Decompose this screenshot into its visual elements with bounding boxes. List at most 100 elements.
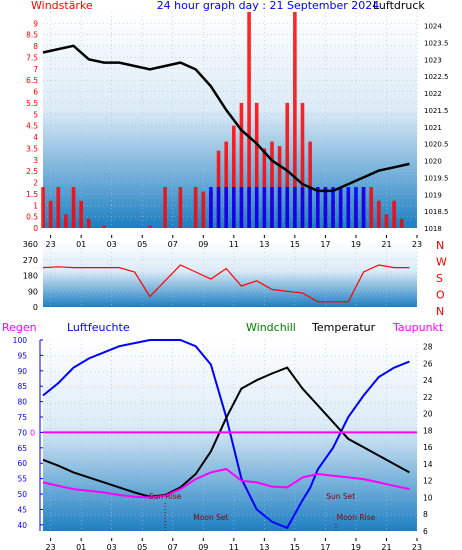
humidity-tick-label: 95 [17, 351, 27, 360]
wind-gust-bar [308, 187, 312, 228]
pressure-tick-label: 1018 [424, 225, 442, 233]
x-tick-label: 17 [320, 543, 330, 550]
temperatur-line [42, 366, 410, 498]
temperature-tick-label: 18 [423, 426, 433, 435]
wind-speed-bar [293, 12, 297, 228]
pressure-tick-label: 1021 [424, 124, 442, 132]
wind-tick-label: 0 [33, 224, 38, 233]
temperature-tick-label: 8 [423, 510, 428, 519]
wind-gust-bar [262, 187, 267, 228]
pressure-tick-label: 1019.5 [424, 174, 449, 182]
astro-annotation: Sun Rise [149, 492, 182, 501]
wind-gust-bar [338, 187, 343, 228]
wind-speed-bar [247, 12, 251, 228]
wind-tick-label: 0.5 [26, 213, 38, 222]
astro-annotation: Sun Set [326, 492, 355, 501]
x-tick-label: 23 [412, 240, 422, 249]
chart-marks [41, 12, 417, 530]
wind-speed-bar [193, 187, 198, 228]
wind-speed-bar [399, 218, 404, 228]
wind-speed-bar [285, 102, 290, 228]
pressure-tick-label: 1020 [424, 158, 442, 166]
wind-tick-label: 8.5 [26, 31, 38, 40]
compass-label: W [436, 256, 447, 269]
humidity-tick-label: 85 [17, 382, 27, 391]
wind-speed-bar [79, 200, 83, 228]
pressure-tick-label: 1022.5 [424, 73, 449, 81]
direction-tick-label: 0 [33, 303, 38, 312]
wind-direction-line [42, 264, 410, 303]
compass-label: O [436, 289, 445, 302]
wind-tick-label: 5 [33, 110, 38, 119]
wind-speed-bar [232, 125, 236, 228]
wind-tick-label: 4.5 [26, 122, 38, 131]
wind-speed-bar [56, 187, 61, 228]
direction-tick-label: 360 [23, 240, 38, 249]
wind-gust-bar [232, 187, 236, 228]
wind-gust-bar [323, 187, 328, 228]
wind-speed-bar [148, 225, 152, 228]
x-tick-label: 07 [168, 543, 178, 550]
wind-gust-bar [300, 187, 305, 228]
legend-regen: Regen [2, 321, 37, 334]
x-tick-label: 23 [412, 543, 422, 550]
compass-label: S [436, 272, 443, 285]
x-tick-label: 11 [229, 543, 239, 550]
wind-tick-label: 8 [33, 42, 38, 51]
wind-tick-label: 4 [33, 133, 38, 142]
humidity-tick-label: 100 [13, 336, 28, 345]
legend-luftfeuchte: Luftfeuchte [67, 321, 130, 334]
pressure-tick-label: 1018.5 [424, 208, 449, 216]
temperature-tick-label: 28 [423, 343, 433, 352]
wind-gust-bar [315, 187, 320, 228]
chart-title: 24 hour graph day : 21 September 2024 [157, 0, 380, 12]
x-tick-label: 23 [46, 240, 56, 249]
wind-tick-label: 3 [33, 156, 38, 165]
wind-speed-bar [224, 141, 228, 228]
axes: 00.511.522.533.544.555.566.577.588.59101… [13, 19, 449, 550]
wind-gust-bar [354, 187, 358, 228]
wind-tick-label: 2 [33, 179, 38, 188]
x-tick-label: 17 [320, 240, 330, 249]
x-tick-label: 13 [259, 543, 269, 550]
wind-gust-bar [224, 187, 228, 228]
x-tick-label: 01 [76, 240, 86, 249]
wind-speed-bar [300, 102, 305, 228]
temperature-tick-label: 24 [423, 376, 433, 385]
luftfeuchte-line [42, 339, 410, 530]
compass-label: N [436, 305, 444, 318]
wind-gust-bar [346, 187, 351, 228]
humidity-tick-label: 70 [17, 428, 27, 437]
humidity-tick-label: 90 [17, 367, 27, 376]
wind-gust-bar [254, 187, 259, 228]
temperature-tick-label: 6 [423, 527, 428, 536]
x-tick-label: 01 [76, 543, 86, 550]
temperature-tick-label: 10 [423, 493, 433, 502]
wind-speed-bar [254, 102, 259, 228]
direction-tick-label: 270 [23, 256, 38, 265]
wind-speed-bar [163, 187, 167, 228]
wind-speed-bar [384, 214, 389, 228]
direction-tick-label: 90 [28, 287, 38, 296]
direction-tick-label: 180 [23, 272, 38, 281]
wind-tick-label: 6.5 [26, 76, 38, 85]
humidity-tick-label: 55 [17, 475, 27, 484]
x-tick-label: 03 [107, 543, 117, 550]
wind-speed-bar [239, 102, 244, 228]
wind-speed-bar [64, 214, 68, 228]
wind-tick-label: 1 [33, 201, 38, 210]
legend-windchill: Windchill [246, 321, 296, 334]
x-tick-label: 07 [168, 240, 178, 249]
x-tick-label: 13 [259, 240, 269, 249]
pressure-line [42, 44, 410, 193]
astro-annotation: Moon Rise [337, 513, 376, 522]
legend-taupunkt: Taupunkt [392, 321, 444, 334]
wind-tick-label: 3.5 [26, 144, 38, 153]
wind-gust-bar [239, 187, 244, 228]
humidity-tick-label: 45 [17, 505, 27, 514]
taupunkt-line [42, 467, 410, 499]
wind-gust-bar [216, 187, 221, 228]
wind-speed-bar [102, 225, 106, 228]
temperature-tick-label: 20 [423, 410, 433, 419]
x-tick-label: 21 [381, 240, 391, 249]
